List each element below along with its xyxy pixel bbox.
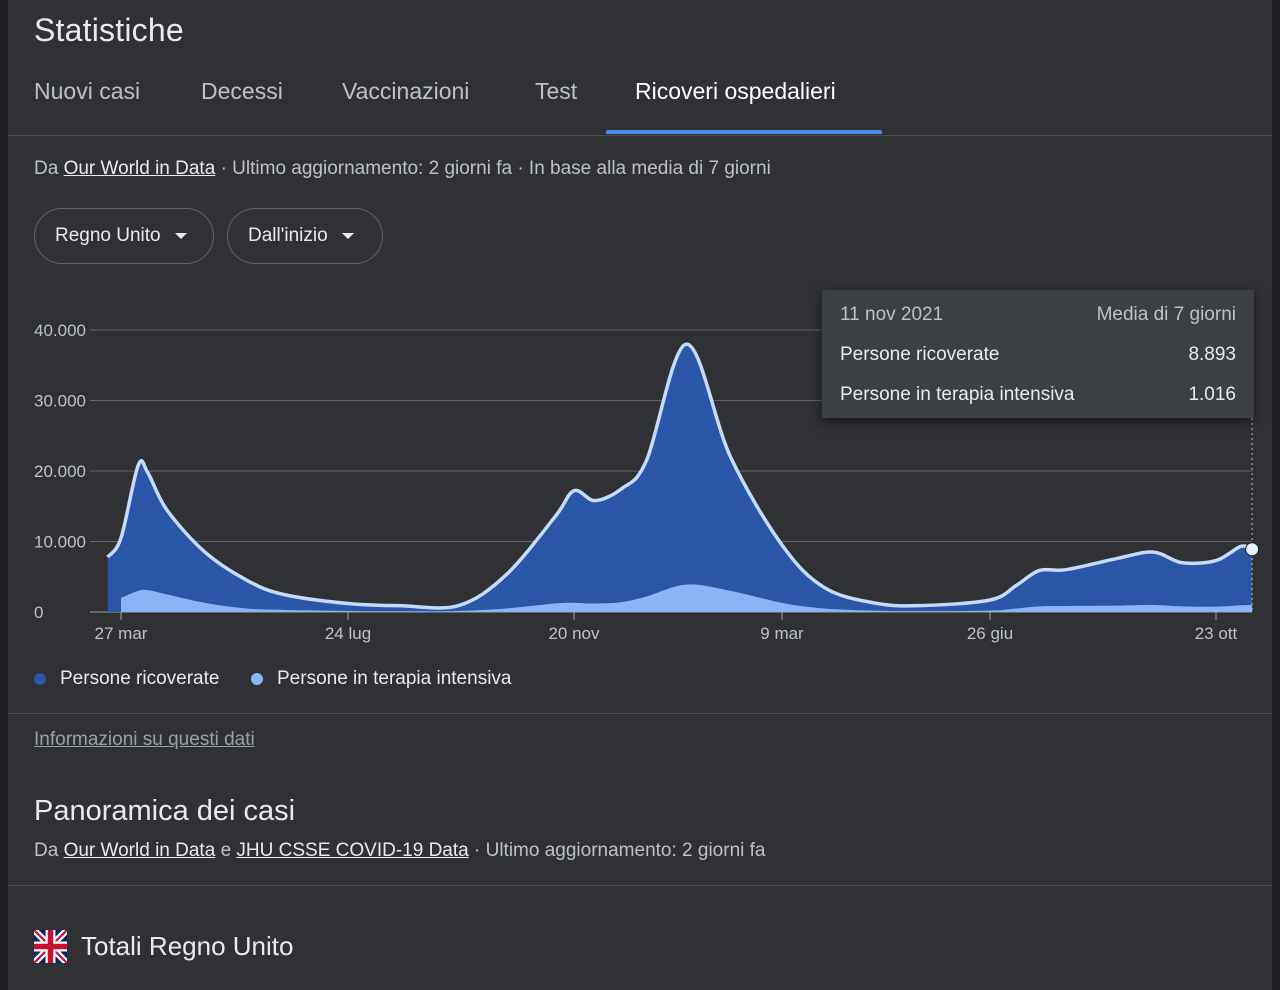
tabs-divider xyxy=(8,135,1272,136)
x-tick-label: 24 lug xyxy=(325,624,371,643)
caret-down-icon xyxy=(174,233,187,239)
overview-link-owid[interactable]: Our World in Data xyxy=(63,840,216,861)
legend-label: Persone in terapia intensiva xyxy=(277,668,512,689)
overview-source-rest: · Ultimo aggiornamento: 2 giorni fa xyxy=(474,840,766,861)
totals-label: Totali Regno Unito xyxy=(81,931,294,961)
legend-item-ricoverate: Persone ricoverate xyxy=(34,668,219,690)
data-info-link[interactable]: Informazioni su questi dati xyxy=(34,729,255,750)
tab-test[interactable]: Test xyxy=(535,78,578,104)
country-dropdown[interactable]: Regno Unito xyxy=(34,208,214,264)
chart-tooltip: 11 nov 2021 Media di 7 giorni Persone ri… xyxy=(822,290,1254,418)
tooltip-date: 11 nov 2021 xyxy=(840,304,944,325)
hover-point xyxy=(1245,542,1260,557)
overview-divider xyxy=(8,885,1272,886)
tooltip-header: 11 nov 2021 Media di 7 giorni xyxy=(840,304,1236,326)
active-tab-indicator xyxy=(606,130,882,134)
overview-source-mid: e xyxy=(220,840,232,861)
uk-flag-icon xyxy=(34,930,67,963)
legend-dot-icon xyxy=(251,673,263,685)
range-dropdown[interactable]: Dall'inizio xyxy=(227,208,383,264)
series-area-ricoverate xyxy=(107,344,1253,612)
source-prefix: Da xyxy=(34,158,59,179)
tab-decessi[interactable]: Decessi xyxy=(201,78,283,104)
page-title: Statistiche xyxy=(34,12,184,48)
overview-source-prefix: Da xyxy=(34,840,59,861)
overview-source-line: Da Our World in Data e JHU CSSE COVID-19… xyxy=(34,840,765,862)
source-line: Da Our World in Data · Ultimo aggiorname… xyxy=(34,158,771,180)
series-area-terapia-intensiva xyxy=(121,584,1253,612)
tooltip-row-label: Persone ricoverate xyxy=(840,344,1000,365)
tooltip-row-terapia-intensiva: Persone in terapia intensiva 1.016 xyxy=(840,384,1236,406)
tab-bar: Nuovi casi Decessi Vaccinazioni Test Ric… xyxy=(8,72,1272,136)
legend-divider xyxy=(8,713,1272,714)
legend-dot-icon xyxy=(34,673,46,685)
tab-vaccinazioni[interactable]: Vaccinazioni xyxy=(342,78,470,104)
source-link-owid[interactable]: Our World in Data xyxy=(63,158,216,179)
range-dropdown-label: Dall'inizio xyxy=(248,225,328,246)
x-tick-label: 9 mar xyxy=(760,624,804,643)
stats-card: Statistiche Nuovi casi Decessi Vaccinazi… xyxy=(8,0,1272,990)
tab-ricoveri-ospedalieri[interactable]: Ricoveri ospedalieri xyxy=(635,78,836,104)
tooltip-row-label: Persone in terapia intensiva xyxy=(840,384,1075,405)
y-tick-label: 10.000 xyxy=(34,533,86,552)
x-tick-label: 23 ott xyxy=(1195,624,1238,643)
legend-label: Persone ricoverate xyxy=(60,668,220,689)
overview-title: Panoramica dei casi xyxy=(34,795,296,827)
country-dropdown-label: Regno Unito xyxy=(55,225,161,246)
series-line-ricoverate xyxy=(106,342,1253,610)
tooltip-row-value: 8.893 xyxy=(1188,344,1236,365)
tooltip-row-value: 1.016 xyxy=(1188,384,1236,405)
tab-nuovi-casi[interactable]: Nuovi casi xyxy=(34,78,141,104)
y-tick-label: 30.000 xyxy=(34,392,86,411)
y-tick-label: 40.000 xyxy=(34,321,86,340)
x-tick-label: 27 mar xyxy=(95,624,148,643)
y-tick-label: 20.000 xyxy=(34,462,86,481)
overview-link-jhu[interactable]: JHU CSSE COVID-19 Data xyxy=(236,840,469,861)
x-tick-label: 20 nov xyxy=(548,624,600,643)
source-rest: · Ultimo aggiornamento: 2 giorni fa · In… xyxy=(220,158,771,179)
y-tick-label: 0 xyxy=(34,603,43,622)
caret-down-icon xyxy=(341,233,354,239)
x-tick-label: 26 giu xyxy=(967,624,1013,643)
totals-row[interactable]: Totali Regno Unito xyxy=(34,930,293,963)
legend-item-terapia-intensiva: Persone in terapia intensiva xyxy=(251,668,511,690)
tooltip-row-ricoverate: Persone ricoverate 8.893 xyxy=(840,344,1236,366)
tooltip-note: Media di 7 giorni xyxy=(1096,304,1236,325)
